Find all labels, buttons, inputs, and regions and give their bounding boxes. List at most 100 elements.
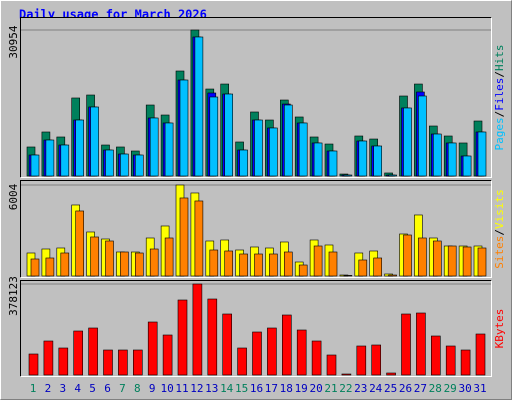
bar [388,174,397,177]
bar [43,340,54,376]
bar [269,127,278,177]
bar [45,257,55,277]
bar [313,142,323,177]
bar [403,234,412,277]
bar [103,349,113,376]
x-tick-label: 24 [369,382,383,395]
bar [194,200,204,277]
x-tick-label: 19 [295,382,308,395]
legend-separator: / [493,229,506,236]
bar [388,274,397,277]
bar [343,174,353,177]
bar [252,331,262,376]
x-tick-label: 12 [190,382,203,395]
bar [460,349,471,376]
bar [328,251,338,277]
x-tick-label: 21 [324,382,337,395]
bar [30,154,40,177]
bar [239,149,248,177]
bar [416,312,426,376]
bar [447,142,457,177]
bar [269,253,278,277]
bar [281,314,292,376]
bar [194,36,204,177]
bar [224,250,233,277]
bar [58,347,69,376]
legend: Pages/Files/Hits [493,45,506,151]
bar [477,247,487,277]
x-tick-label: 18 [280,382,293,395]
bar [373,257,383,277]
bar [164,237,174,277]
bar [403,107,412,177]
bar [105,149,114,177]
bar [356,345,367,376]
bar [343,275,353,277]
bar [192,283,203,376]
x-tick-label: 14 [220,382,234,395]
panel-bevel-light [20,17,492,178]
bar [462,246,472,277]
x-tick-label: 29 [444,382,457,395]
bar [179,79,189,177]
bar [298,122,308,177]
bar [418,237,427,277]
x-tick-label: 9 [149,382,156,395]
bar [462,155,472,177]
x-tick-label: 28 [429,382,442,395]
bar [296,329,307,376]
bar [237,347,247,376]
panel-bevel-light [20,280,492,377]
y-tick-label: 6004 [7,183,20,210]
bar [177,299,188,376]
bar [120,153,129,177]
x-tick-label: 15 [235,382,248,395]
bar [75,119,84,177]
bar [90,236,99,277]
x-tick-label: 13 [205,382,218,395]
y-tick-label: 378123 [7,276,20,316]
bar [447,245,457,277]
bar [311,340,322,376]
x-tick-label: 27 [414,382,427,395]
legend-entry: KBytes [493,309,506,349]
legend: Sites/Visits [493,189,506,269]
x-tick-label: 16 [250,382,263,395]
bar [133,349,143,376]
bar [283,251,293,277]
bar [105,240,114,277]
bar [147,321,158,376]
bar [386,372,396,376]
bar [164,122,174,177]
x-tick-label: 7 [119,382,126,395]
bar [90,106,99,177]
legend-entry: Files [493,78,506,111]
bar [45,139,55,177]
bar [358,259,368,277]
bar [30,258,40,277]
bar [401,313,411,376]
bar [430,335,441,376]
x-tick-label: 8 [134,382,141,395]
panel-bevel-dark [20,17,492,178]
bar [135,252,144,277]
x-tick-label: 23 [354,382,367,395]
bar [162,334,173,376]
x-tick-label: 25 [384,382,397,395]
bar [149,117,159,177]
y-tick-label: 30954 [7,25,20,58]
x-tick-label: 3 [59,382,66,395]
x-tick-label: 1 [30,382,37,395]
bar [207,298,218,376]
bar [209,96,219,177]
x-tick-label: 6 [104,382,111,395]
bar [224,93,233,177]
legend-entry: Hits [493,45,506,72]
bar [432,240,442,277]
x-tick-label: 2 [45,382,52,395]
bar [371,344,382,376]
panel-bevel-light [20,180,492,278]
x-tick-label: 31 [473,382,486,395]
